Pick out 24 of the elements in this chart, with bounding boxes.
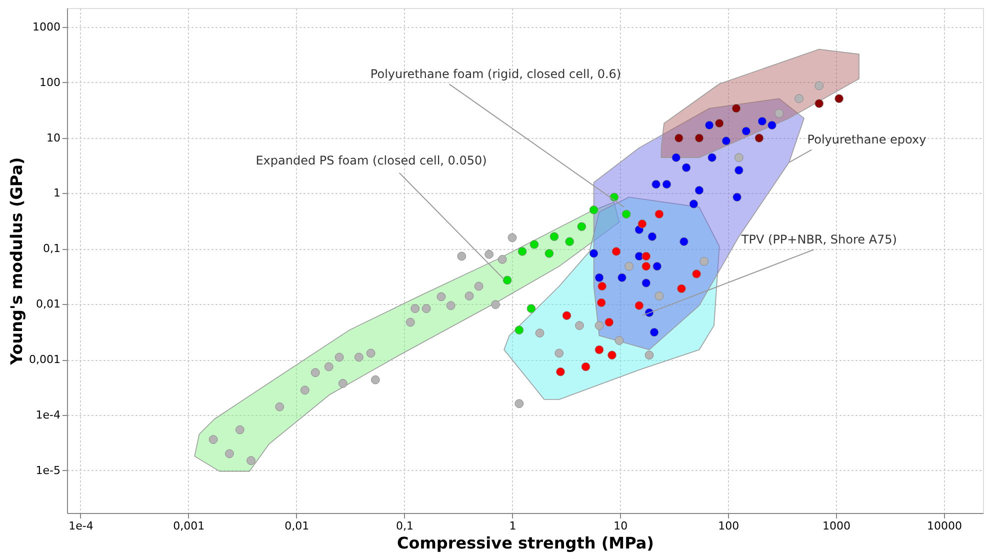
y-tick-label: 0,1 [43, 242, 60, 256]
annotation: Expanded PS foam (closed cell, 0.050) [256, 154, 487, 168]
annotation: Polyurethane foam (rigid, closed cell, 0.6) [370, 67, 622, 82]
x-tick-label: 1 [509, 520, 516, 532]
y-tick-label: 1e-4 [36, 408, 60, 422]
y-axis-title: Young's modulus (GPa) [7, 157, 26, 366]
y-tick-label: 100 [40, 76, 60, 89]
y-tick-label: 0,001 [29, 353, 60, 366]
y-tick-label: 1000 [32, 20, 60, 34]
annotation: Polyurethane epoxy [807, 132, 926, 147]
y-tick-label: 0,01 [36, 298, 60, 311]
x-tick-label: 0,1 [396, 520, 414, 532]
y-tick-label: 1 [54, 186, 60, 200]
x-tick-label: 1000 [822, 520, 851, 532]
x-tick-label: 10000 [926, 520, 962, 532]
x-tick-label: 0,001 [173, 520, 205, 532]
x-tick-label: 100 [718, 520, 740, 532]
y-tick-label: 1e-5 [36, 464, 60, 477]
annotation: TPV (PP+NBR, Shore A75) [740, 232, 897, 247]
x-axis-title: Compressive strength (MPa) [397, 534, 654, 552]
x-tick-label: 1e-4 [68, 520, 94, 532]
x-tick-label: 10 [614, 520, 628, 532]
y-tick-label: 10 [46, 131, 60, 144]
x-tick-label: 0,01 [284, 520, 310, 532]
